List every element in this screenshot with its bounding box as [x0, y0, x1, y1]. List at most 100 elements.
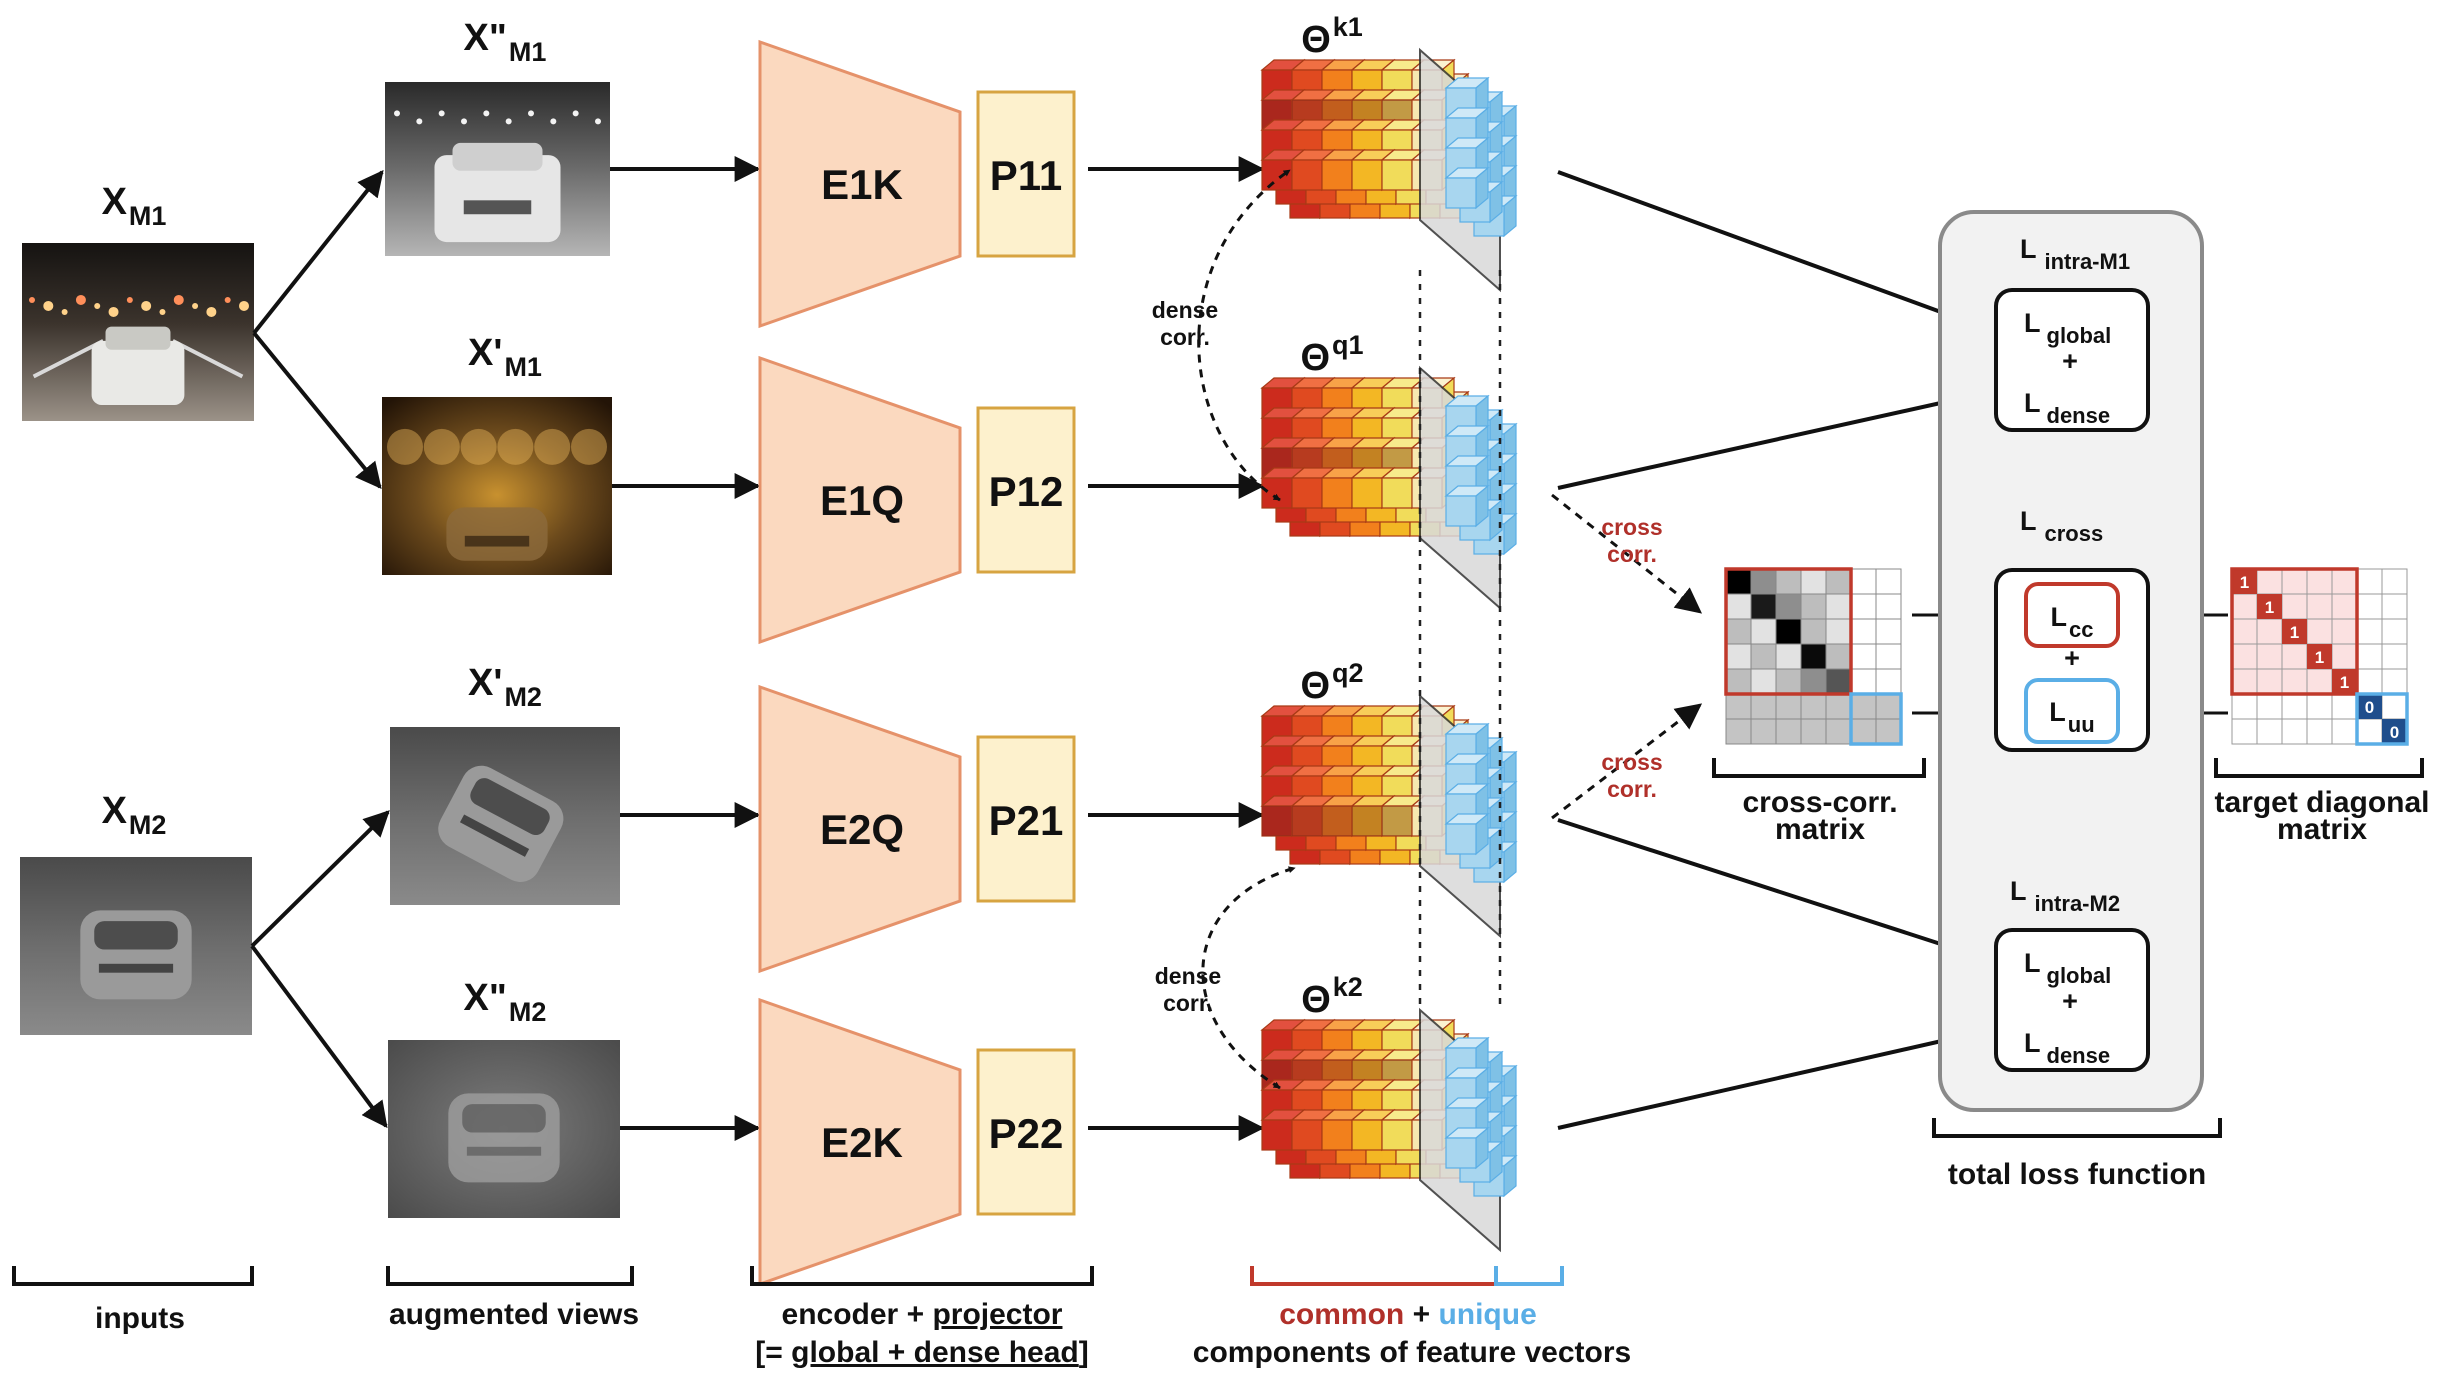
cross-corr-cell — [1825, 668, 1852, 695]
label-encoder-projector: encoder + projector — [782, 1298, 1063, 1331]
bracket-cross-corr — [1712, 758, 1926, 778]
cube-face — [1291, 1119, 1323, 1151]
target-cell — [2231, 593, 2258, 620]
label-unique: unique — [1438, 1298, 1536, 1331]
cube-face — [1321, 805, 1353, 837]
cross-corr-cell — [1825, 643, 1852, 670]
street-light — [416, 118, 423, 125]
street-light — [505, 118, 512, 125]
target-cell — [2256, 693, 2283, 720]
bokeh-light — [460, 428, 497, 465]
cross-corr-cell — [1800, 643, 1827, 670]
target-cell — [2356, 668, 2383, 695]
target-cell — [2306, 618, 2333, 645]
target-diag-one: 1 — [2240, 573, 2249, 592]
bokeh-light — [497, 428, 534, 465]
label-encoder-prefix: encoder + — [782, 1298, 933, 1331]
car-silhouette — [80, 910, 192, 1000]
street-light — [192, 302, 199, 309]
loss-box — [1994, 288, 2150, 432]
cube-face — [1381, 477, 1413, 509]
street-light — [224, 296, 231, 303]
label-base: L — [2024, 1028, 2041, 1058]
target-cell — [2331, 593, 2358, 620]
dense-corr-label-bottom-line1: dense — [1155, 963, 1221, 989]
cross-corr-cell — [1725, 643, 1752, 670]
car-body — [438, 765, 564, 883]
input-label-m1: XM1 — [102, 181, 167, 231]
street-light — [438, 110, 445, 117]
label-target-matrix: target diagonal matrix — [2214, 786, 2429, 846]
loss-box — [1994, 928, 2150, 1072]
target-cell — [2381, 693, 2408, 720]
feature-stack-2: Θq1 — [1260, 330, 1518, 611]
label-base: L — [2010, 876, 2027, 906]
feature-label: Θq1 — [1300, 330, 1363, 379]
encoder-label: E2K — [821, 1119, 903, 1166]
target-diag-one: 1 — [2290, 623, 2299, 642]
bokeh-light — [571, 428, 607, 465]
label-base: Θ — [1301, 19, 1331, 61]
label-subscript: global — [2047, 323, 2112, 348]
label-common-unique: common + unique — [1279, 1298, 1537, 1331]
label-subscript: cc — [2069, 617, 2093, 642]
car-silhouette — [438, 765, 564, 883]
label-target-matrix-line2: matrix — [2277, 813, 2367, 846]
label-base: L — [2049, 697, 2066, 727]
dense-corr-label-top: dense corr. — [1152, 297, 1218, 350]
cross-corr-cell — [1725, 568, 1752, 595]
cross-corr-cell — [1825, 568, 1852, 595]
encoder-trapezoid — [758, 39, 962, 329]
feature-stack-4: Θk2 — [1260, 972, 1518, 1253]
car-body — [91, 340, 185, 405]
street-light — [206, 306, 217, 317]
view-label-2: X'M1 — [468, 332, 542, 382]
cube-face — [1445, 495, 1477, 527]
bokeh-light — [423, 428, 460, 465]
street-light — [159, 308, 166, 315]
dense-corr-label-top-line1: dense — [1152, 297, 1218, 323]
dense-corr-label-bottom-line2: corr. — [1163, 990, 1213, 1016]
street-light — [572, 110, 579, 117]
cross-corr-cell — [1750, 693, 1777, 720]
cube-face — [1445, 177, 1477, 209]
target-diag-cell — [2232, 569, 2257, 594]
cross-corr-cell — [1825, 593, 1852, 620]
label-base: X — [102, 181, 128, 223]
cube-highlight — [1352, 806, 1382, 836]
cross-corr-label-bottom-line1: cross — [1601, 749, 1662, 775]
cross-corr-label-bottom-line2: corr. — [1607, 776, 1657, 802]
view-label-1: X"M1 — [464, 17, 547, 67]
cube-face — [1351, 805, 1383, 837]
label-cross-corr-matrix-line1: cross-corr. — [1742, 786, 1897, 819]
label-cross-corr-matrix: cross-corr. matrix — [1742, 786, 1897, 846]
car-plate — [463, 200, 532, 215]
cube-face — [1261, 477, 1293, 509]
street-light — [94, 302, 101, 309]
label-plus: + — [1404, 1298, 1438, 1331]
cross-corr-cell — [1875, 693, 1902, 720]
dense-corr-label-top-line2: corr. — [1160, 324, 1210, 350]
arrow-input-m2-to-view3 — [250, 810, 390, 948]
label-subscript: M1 — [504, 352, 542, 382]
dense-corr-link-m1 — [1197, 168, 1291, 502]
target-diag-one: 1 — [2340, 673, 2349, 692]
bracket-unique — [1494, 1266, 1564, 1286]
cross-corr-cell — [1800, 568, 1827, 595]
target-cell — [2306, 693, 2333, 720]
view-label-4: X"M2 — [464, 977, 547, 1027]
arrow-input-m2-to-view4 — [250, 944, 388, 1129]
street-light — [483, 110, 490, 117]
cross-corr-cell — [1850, 718, 1877, 745]
projector-box — [976, 735, 1076, 903]
cross-corr-cell — [1750, 593, 1777, 620]
dense-corr-label-bottom: dense corr. — [1155, 963, 1221, 1016]
label-subscript: M2 — [129, 810, 167, 840]
target-cell — [2281, 593, 2308, 620]
target-diag-zero: 0 — [2365, 698, 2374, 717]
target-diag-cell — [2282, 619, 2307, 644]
label-base: L — [2024, 308, 2041, 338]
